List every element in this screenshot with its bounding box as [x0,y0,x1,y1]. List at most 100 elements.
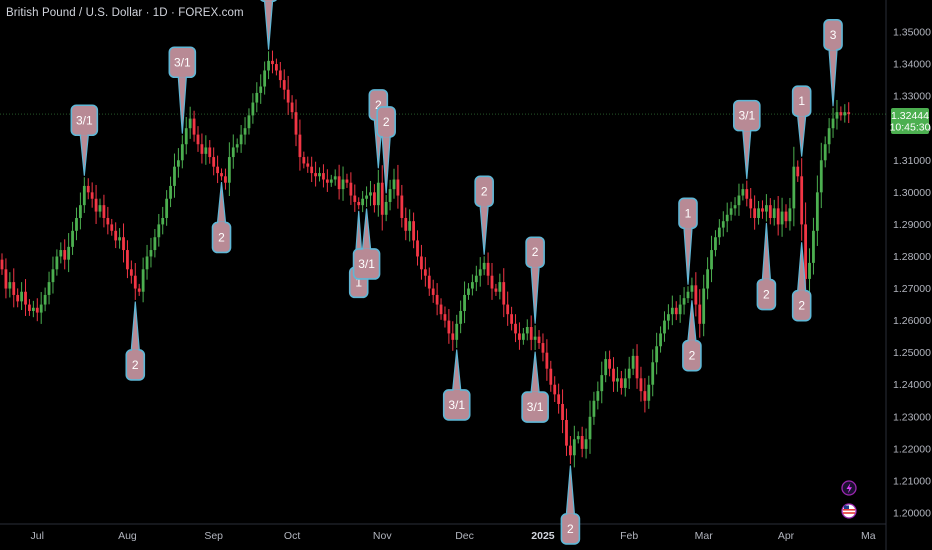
candle-body [235,144,239,148]
candle-body [757,208,760,218]
candle-body [169,185,172,199]
y-tick-label: 1.25000 [893,347,931,359]
candle-body [455,323,459,340]
wave-label-callout[interactable]: 3/1 [521,351,549,423]
candle-body [478,269,482,276]
wave-label-callout[interactable]: 2 [125,301,146,381]
candle-body [82,185,86,206]
candle-body [459,310,463,324]
candle-body [71,230,74,247]
candle-body [333,176,337,180]
wave-label-callout[interactable]: 3/1 [732,99,761,180]
candle-body [349,182,353,196]
callout-label: 1 [355,275,362,289]
candle-body [686,291,690,299]
wave-label-callout[interactable]: 2 [211,181,232,254]
callout-seam [688,340,696,343]
candle-body [329,179,333,183]
callout-seam [531,265,539,268]
candle-body [165,198,169,218]
wave-label-callout[interactable]: 2 [474,175,494,255]
candle-body [698,304,702,324]
candle-body [255,92,259,103]
candle-body [737,195,741,206]
wave-label-callout[interactable]: 1 [791,85,812,157]
candle-body [600,375,604,392]
wave-label-callout[interactable]: 2 [791,242,812,322]
candle-body [177,160,180,167]
wave-label-callout[interactable]: 3 [260,0,278,50]
candle-body [118,237,121,241]
wave-label-callout[interactable]: 3/1 [168,46,197,134]
callout-label: 3/1 [76,113,93,127]
candle-body [596,391,600,401]
callout-seam [453,389,460,392]
candle-body [467,288,470,295]
wave-label-callout[interactable]: 1 [678,197,698,285]
x-tick-label: Dec [455,530,474,542]
candle-body [12,282,16,295]
candle-body [576,436,580,440]
candle-body [717,227,721,238]
candle-body [188,118,192,129]
candle-body [212,157,216,167]
x-tick-label: 2025 [531,530,555,542]
wave-label-callout[interactable]: 3/1 [70,104,99,176]
candle-body [761,208,764,212]
candle-body [635,355,639,379]
candle-body [79,205,82,218]
wave-label-callout[interactable]: 3/1 [442,349,471,421]
callout-label: 3/1 [358,257,375,271]
candle-body [443,314,447,321]
candle-body [39,304,43,313]
grid [0,0,887,550]
wave-label-callout[interactable]: 2 [682,300,702,372]
callout-label: 2 [689,349,696,363]
candle-body [827,128,831,145]
time-axis[interactable]: Jul Aug Sep Oct Nov Dec 2025 Feb Mar Apr Ma [31,530,876,542]
lightning-icon[interactable] [841,480,857,496]
wave-label-callout[interactable]: 2 [756,222,777,311]
candle-body [804,224,807,279]
callout-seam [743,129,750,132]
candle-body [290,102,294,113]
candle-body [510,314,513,324]
candle-body [90,192,94,199]
candle-body [94,198,98,212]
candle-body [808,262,811,279]
wave-label-callout[interactable]: 3 [823,19,843,107]
callout-seam [218,221,225,224]
candle-body [729,208,733,215]
current-price-label: 1.32444 [891,110,929,122]
candle-body [337,176,341,190]
candle-body [106,217,110,225]
x-tick-label: Aug [118,530,137,542]
candle-body [721,221,725,228]
candle-body [525,327,529,334]
candle-body [251,102,255,116]
candle-body [361,198,365,206]
candle-body [184,128,188,145]
callout-seam [798,114,805,117]
candle-body [580,436,584,449]
wave-label-callout[interactable]: 2 [525,236,545,324]
candle-body [31,307,35,311]
wave-label-callout[interactable]: 2 [560,465,581,545]
candle-body [796,166,800,177]
y-tick-label: 1.23000 [893,411,931,423]
wave-label-callout[interactable]: 2 [376,106,396,194]
candle-body [59,250,63,257]
candle-body [427,275,431,289]
wave-label-callout[interactable]: 3/1 [352,208,381,280]
candle-body [514,323,517,334]
candle-body [565,420,568,446]
candle-body [733,205,737,209]
y-tick-label: 1.27000 [893,283,931,295]
candle-body [471,282,474,289]
us-flag-icon[interactable] [841,503,857,519]
candle-body [647,384,651,401]
candle-body [639,378,643,392]
